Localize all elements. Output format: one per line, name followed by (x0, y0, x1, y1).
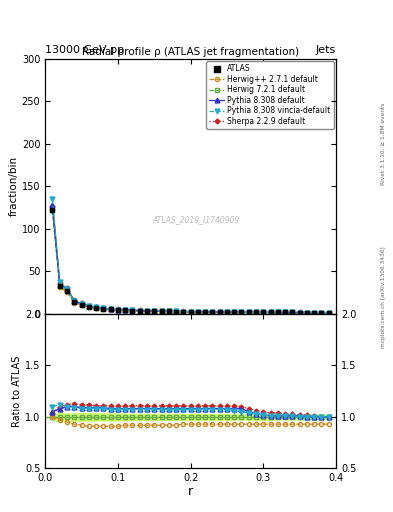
Text: 13000 GeV pp: 13000 GeV pp (45, 45, 124, 55)
Y-axis label: fraction/bin: fraction/bin (9, 156, 19, 217)
Text: Rivet 3.1.10, ≥ 1.8M events: Rivet 3.1.10, ≥ 1.8M events (381, 102, 386, 184)
Text: mcplots.cern.ch [arXiv:1306.3436]: mcplots.cern.ch [arXiv:1306.3436] (381, 246, 386, 348)
Legend: ATLAS, Herwig++ 2.7.1 default, Herwig 7.2.1 default, Pythia 8.308 default, Pythi: ATLAS, Herwig++ 2.7.1 default, Herwig 7.… (206, 61, 334, 129)
Title: Radial profile ρ (ATLAS jet fragmentation): Radial profile ρ (ATLAS jet fragmentatio… (82, 47, 299, 57)
Y-axis label: Ratio to ATLAS: Ratio to ATLAS (12, 355, 22, 427)
Text: Jets: Jets (316, 45, 336, 55)
X-axis label: r: r (188, 485, 193, 498)
Text: ATLAS_2019_I1740909: ATLAS_2019_I1740909 (153, 215, 240, 224)
